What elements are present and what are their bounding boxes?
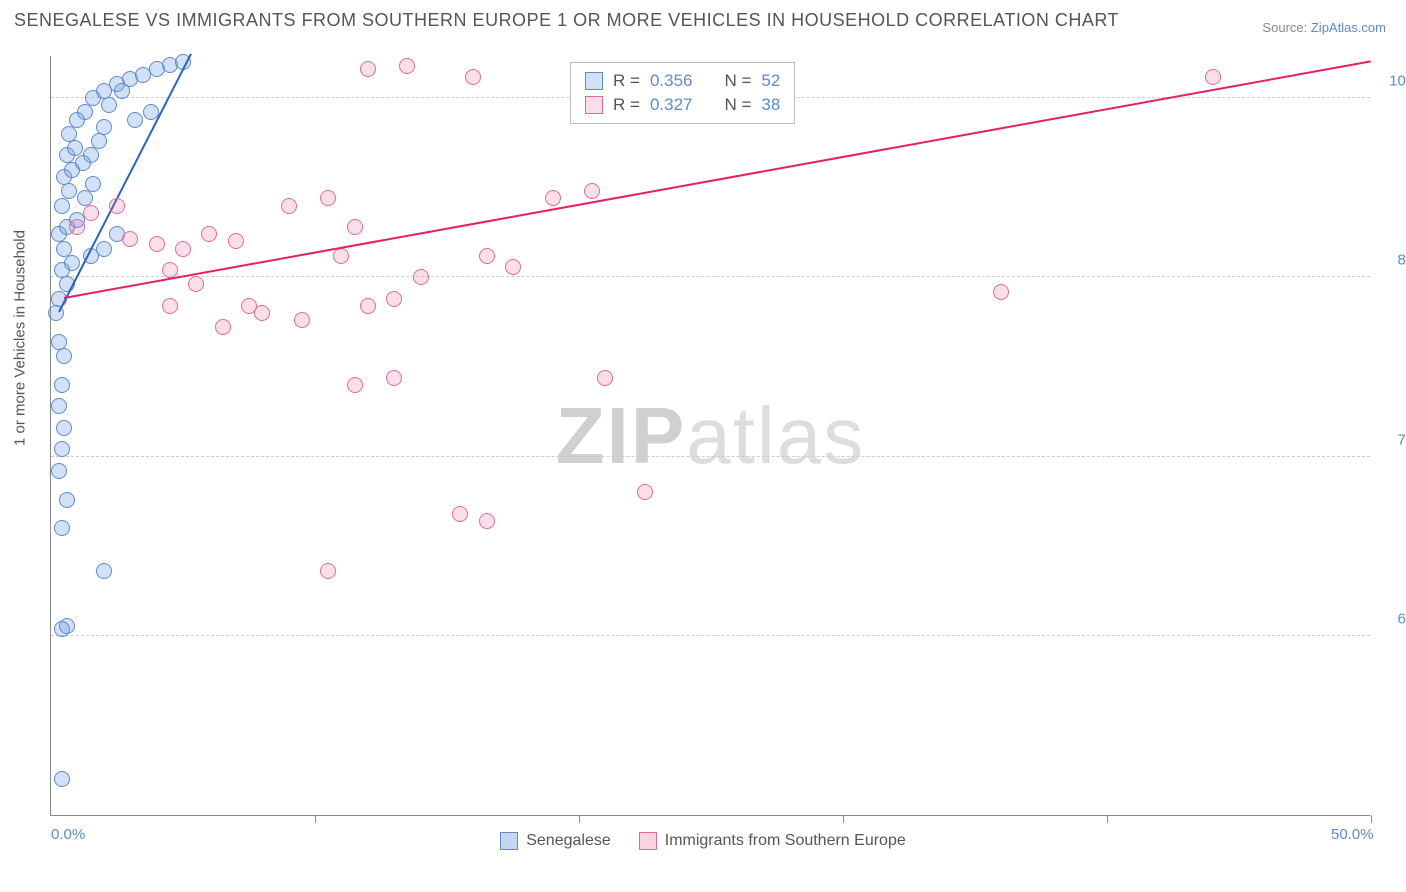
gridline-h [51,635,1370,636]
x-tick [315,815,316,823]
x-tick [1107,815,1108,823]
data-point [59,492,75,508]
data-point [54,441,70,457]
x-tick [1371,815,1372,823]
data-point [114,83,130,99]
data-point [479,248,495,264]
data-point [228,233,244,249]
data-point [122,231,138,247]
data-point [61,126,77,142]
data-point [452,506,468,522]
legend-swatch [585,96,603,114]
gridline-h [51,456,1370,457]
data-point [201,226,217,242]
data-point [64,255,80,271]
data-point [51,398,67,414]
data-point [584,183,600,199]
data-point [56,420,72,436]
stat-n-label: N = [724,71,751,91]
data-point [85,176,101,192]
y-tick-label: 62.5% [1397,610,1406,627]
data-point [75,155,91,171]
data-point [386,370,402,386]
stat-r-label: R = [613,95,640,115]
data-point [320,563,336,579]
stat-r-label: R = [613,71,640,91]
legend-swatch [500,832,518,850]
y-tick-label: 100.0% [1389,73,1406,90]
data-point [333,248,349,264]
legend-bottom: Senegalese Immigrants from Southern Europ… [0,832,1406,855]
y-tick-label: 87.5% [1397,252,1406,269]
data-point [215,319,231,335]
x-tick [843,815,844,823]
data-point [188,276,204,292]
legend-label: Senegalese [526,832,611,850]
legend-stats-box: R = 0.356 N = 52 R = 0.327 N = 38 [570,62,795,124]
data-point [54,377,70,393]
data-point [54,771,70,787]
data-point [56,348,72,364]
data-point [294,312,310,328]
stat-r-value: 0.356 [650,71,693,91]
stat-r-value: 0.327 [650,95,693,115]
watermark: ZIPatlas [556,390,865,482]
source-link[interactable]: ZipAtlas.com [1311,20,1386,35]
data-point [69,219,85,235]
data-point [360,61,376,77]
data-point [91,133,107,149]
data-point [241,298,257,314]
data-point [993,284,1009,300]
data-point [360,298,376,314]
data-point [281,198,297,214]
data-point [505,259,521,275]
x-tick [579,815,580,823]
data-point [465,69,481,85]
stat-n-value: 52 [761,71,780,91]
data-point [386,291,402,307]
data-point [479,513,495,529]
data-point [96,241,112,257]
data-point [51,463,67,479]
data-point [1205,69,1221,85]
stat-n-value: 38 [761,95,780,115]
legend-swatch [639,832,657,850]
stat-n-label: N = [724,95,751,115]
data-point [77,104,93,120]
gridline-h [51,276,1370,277]
data-point [175,241,191,257]
scatter-chart: ZIPatlas 62.5%75.0%87.5%100.0%0.0%50.0% [50,56,1370,816]
legend-item: Senegalese [500,832,611,850]
source-attribution: Source: ZipAtlas.com [1262,20,1386,35]
legend-stats-row: R = 0.356 N = 52 [585,69,780,93]
legend-stats-row: R = 0.327 N = 38 [585,93,780,117]
data-point [59,618,75,634]
data-point [545,190,561,206]
data-point [597,370,613,386]
legend-item: Immigrants from Southern Europe [639,832,906,850]
source-label: Source: [1262,20,1307,35]
data-point [149,236,165,252]
data-point [399,58,415,74]
data-point [347,377,363,393]
data-point [101,97,117,113]
legend-swatch [585,72,603,90]
data-point [109,198,125,214]
data-point [96,563,112,579]
data-point [347,219,363,235]
data-point [127,112,143,128]
legend-label: Immigrants from Southern Europe [665,832,906,850]
data-point [637,484,653,500]
y-tick-label: 75.0% [1397,431,1406,448]
data-point [61,183,77,199]
data-point [54,520,70,536]
chart-title: SENEGALESE VS IMMIGRANTS FROM SOUTHERN E… [14,10,1119,31]
data-point [162,298,178,314]
data-point [320,190,336,206]
y-axis-title: 1 or more Vehicles in Household [12,230,29,446]
data-point [83,205,99,221]
data-point [413,269,429,285]
data-point [54,198,70,214]
